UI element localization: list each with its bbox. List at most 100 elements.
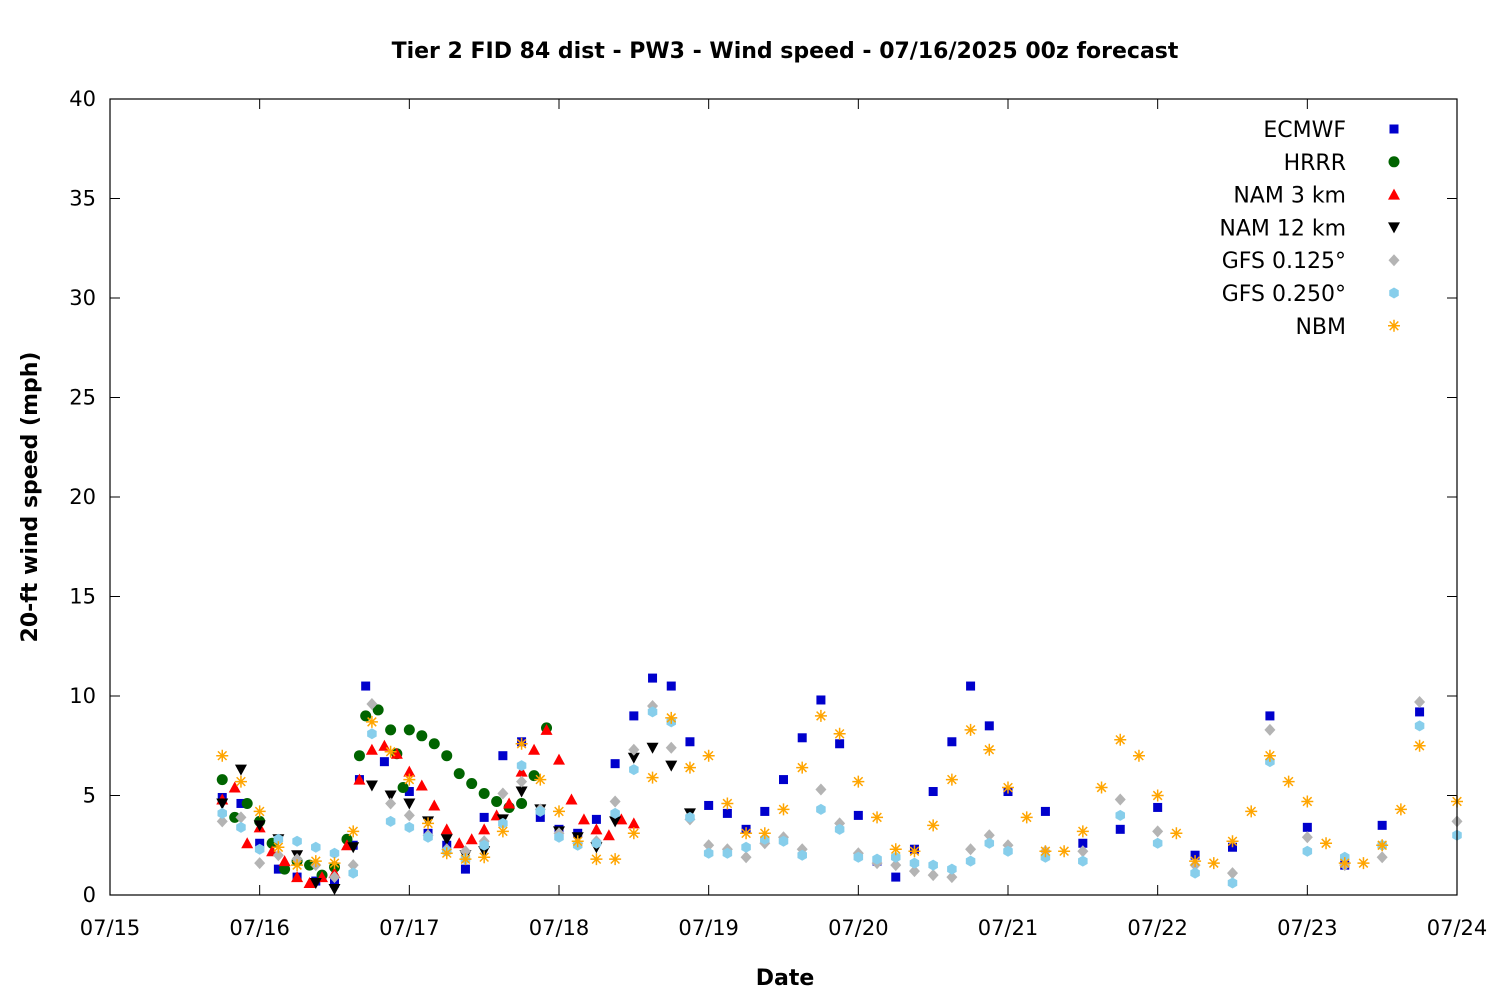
data-point-hrrr [403, 724, 415, 736]
data-point-nbm [1226, 835, 1239, 848]
data-point-gfs-0-125 [815, 783, 827, 796]
data-point-nbm [1357, 857, 1370, 870]
data-point-nam-3-km [615, 813, 628, 825]
data-point-gfs-0-125 [385, 797, 397, 810]
data-point-nbm [216, 749, 229, 762]
data-point-nbm [571, 835, 584, 848]
data-point-nbm [927, 819, 940, 832]
data-point-hrrr [453, 768, 465, 780]
data-point-hrrr [279, 863, 291, 875]
data-point-ecmwf [629, 711, 639, 721]
data-point-gfs-0-125 [740, 851, 752, 864]
data-point-ecmwf [255, 838, 265, 848]
data-point-nam-12-km [440, 834, 453, 846]
data-point-gfs-0-250 [479, 839, 489, 851]
data-point-gfs-0-125 [1376, 851, 1388, 864]
data-point-hrrr [428, 738, 440, 750]
data-point-nbm [309, 855, 322, 868]
data-point-nbm [1376, 839, 1389, 852]
data-point-gfs-0-250 [741, 841, 751, 853]
data-point-nam-3-km [553, 753, 565, 765]
data-point-nbm [1282, 775, 1295, 788]
data-point-gfs-0-125 [908, 865, 920, 878]
data-point-gfs-0-250 [647, 706, 658, 718]
data-point-nbm [1320, 837, 1333, 850]
data-point-gfs-0-125 [890, 859, 902, 872]
data-point-nam-12-km [384, 790, 397, 802]
data-point-gfs-0-250 [1003, 845, 1013, 857]
data-point-ecmwf [610, 759, 620, 769]
data-point-nam-12-km [365, 780, 378, 792]
data-point-ecmwf [1078, 838, 1088, 848]
data-point-gfs-0-250 [909, 857, 920, 869]
data-point-nbm [908, 845, 921, 858]
data-point-nbm [1394, 803, 1407, 816]
x-tick-label: 07/20 [828, 916, 889, 940]
data-point-gfs-0-125 [272, 849, 284, 862]
legend-marker-nbm [1388, 319, 1400, 332]
legend-label-nam-3-km: NAM 3 km [1233, 184, 1346, 209]
data-point-nbm [347, 825, 360, 838]
data-point-ecmwf [966, 681, 976, 691]
data-point-nbm [1263, 749, 1276, 762]
data-point-ecmwf [984, 721, 994, 731]
data-point-nbm [422, 817, 435, 830]
data-point-nbm [740, 827, 753, 840]
series-nbm [216, 709, 1463, 872]
data-point-gfs-0-250 [797, 849, 807, 861]
data-point-gfs-0-250 [554, 831, 564, 843]
data-point-nbm [478, 851, 491, 864]
data-point-gfs-0-250 [722, 847, 733, 859]
data-point-nam-3-km [590, 823, 603, 835]
data-point-ecmwf [498, 751, 508, 761]
data-point-ecmwf [1415, 707, 1425, 717]
axis-ticks: 0 5 10 15 20 25 30 35 40 07/15 07/16 07/17 07/18 07/1… [69, 87, 1487, 940]
data-point-gfs-0-250 [965, 855, 976, 867]
x-axis-label: Date [756, 966, 815, 991]
data-point-gfs-0-125 [403, 809, 415, 822]
series-hrrr [216, 704, 553, 881]
data-point-ecmwf [928, 787, 938, 797]
data-point-nam-3-km [528, 743, 541, 755]
data-point-gfs-0-125 [497, 787, 509, 800]
data-point-nam-12-km [627, 752, 640, 764]
data-point-nbm [609, 853, 622, 866]
data-point-nbm [1151, 789, 1164, 802]
data-point-nam-12-km [665, 760, 678, 772]
data-point-gfs-0-250 [1078, 855, 1088, 867]
data-point-hrrr [241, 797, 253, 809]
data-point-nbm [1170, 827, 1183, 840]
legend: ECMWF HRRR NAM 3 km NAM 12 km GFS 0.125° GFS … [1219, 118, 1400, 340]
data-point-nam-3-km [291, 871, 304, 883]
data-point-nbm [702, 749, 715, 762]
y-tick-label: 10 [69, 684, 96, 708]
data-point-gfs-0-250 [348, 867, 358, 879]
data-point-gfs-0-125 [1264, 723, 1276, 736]
data-point-gfs-0-250 [984, 837, 995, 849]
data-point-gfs-0-250 [311, 841, 321, 853]
data-point-gfs-0-250 [423, 831, 433, 843]
data-point-nam-3-km [353, 773, 366, 785]
data-point-nam-3-km [627, 817, 640, 829]
y-tick-label: 30 [69, 286, 96, 310]
data-point-ecmwf [361, 681, 371, 691]
data-point-gfs-0-125 [216, 815, 228, 828]
data-point-gfs-0-125 [1077, 845, 1089, 858]
data-point-gfs-0-125 [965, 843, 977, 856]
data-point-hrrr [353, 750, 365, 762]
data-point-ecmwf [379, 757, 389, 767]
data-point-nbm [496, 825, 509, 838]
data-point-ecmwf [648, 673, 658, 683]
data-point-nbm [1189, 855, 1202, 868]
data-point-gfs-0-250 [292, 835, 302, 847]
data-point-nbm [515, 737, 528, 750]
data-point-gfs-0-250 [385, 815, 396, 827]
y-tick-label: 20 [69, 485, 96, 509]
data-point-gfs-0-125 [366, 697, 378, 710]
data-point-nam-12-km [234, 764, 247, 776]
data-point-nbm [403, 773, 416, 786]
data-point-gfs-0-250 [329, 847, 340, 859]
data-point-nam-3-km [478, 823, 491, 835]
